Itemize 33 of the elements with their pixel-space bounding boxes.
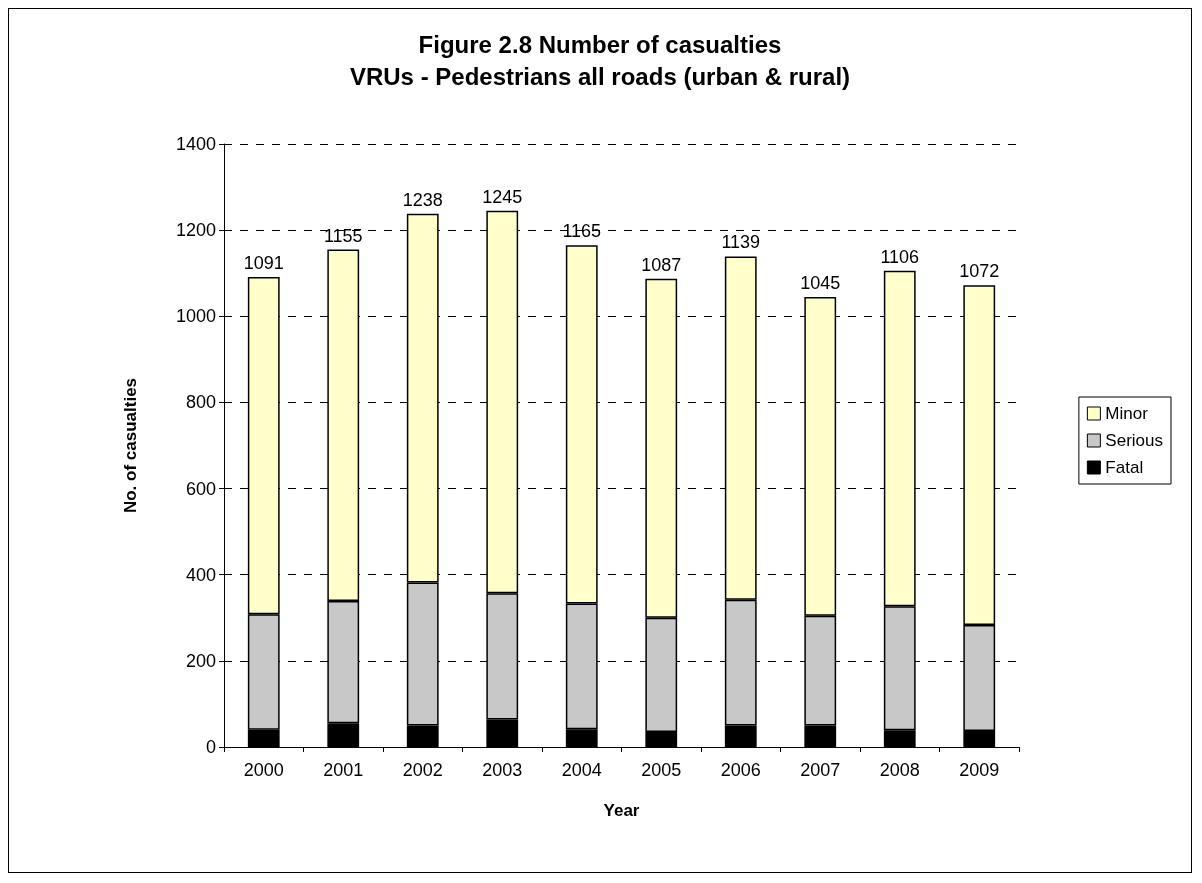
x-tick-label: 2002 xyxy=(402,760,443,780)
total-label: 1072 xyxy=(959,261,1000,282)
total-label: 1091 xyxy=(243,253,284,274)
total-label: 1139 xyxy=(721,232,761,253)
y-tick-label: 400 xyxy=(185,564,216,585)
x-tick-label: 2008 xyxy=(879,760,920,780)
y-tick-label: 0 xyxy=(205,737,216,757)
legend-label: Fatal xyxy=(1105,458,1144,477)
x-tick-label: 2003 xyxy=(482,760,523,780)
y-tick-label: 200 xyxy=(185,650,216,671)
x-tick-label: 2005 xyxy=(641,760,682,780)
y-axis-title: No. of casualties xyxy=(121,377,140,514)
total-label: 1155 xyxy=(323,225,363,246)
legend-label: Minor xyxy=(1105,404,1149,423)
total-label: 1238 xyxy=(402,189,443,210)
total-label: 1106 xyxy=(880,246,920,267)
total-label: 1045 xyxy=(800,272,841,293)
x-tick-label: 2001 xyxy=(323,760,364,780)
x-tick-label: 2007 xyxy=(800,760,841,780)
total-label: 1087 xyxy=(641,254,682,275)
total-label: 1245 xyxy=(482,186,523,207)
y-tick-label: 1400 xyxy=(175,134,216,154)
x-tick-label: 2000 xyxy=(243,760,284,780)
y-tick-label: 600 xyxy=(185,478,216,499)
x-tick-label: 2004 xyxy=(561,760,602,780)
y-tick-label: 800 xyxy=(185,392,216,413)
x-tick-label: 2009 xyxy=(959,760,1000,780)
chart-title: Figure 2.8 Number of casualties VRUs - Pedestrians all roads (urban & rural) xyxy=(349,30,851,90)
y-tick-label: 1200 xyxy=(175,220,216,241)
x-tick-label: 2006 xyxy=(720,760,761,780)
legend-label: Serious xyxy=(1105,431,1163,450)
y-tick-label: 1000 xyxy=(175,306,216,327)
x-axis-title: Year xyxy=(603,801,640,820)
